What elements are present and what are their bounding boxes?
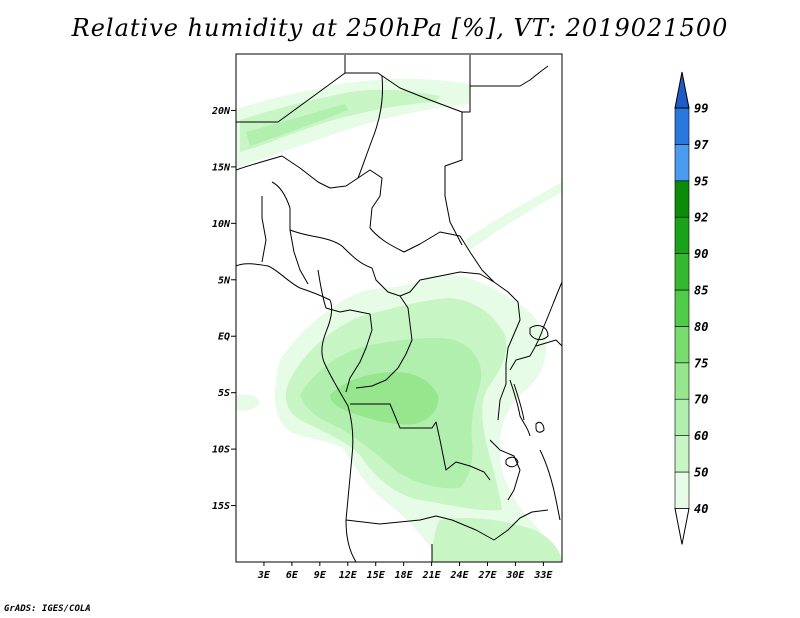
humidity-area-north-core bbox=[246, 104, 348, 146]
colorbar-label: 40 bbox=[694, 502, 708, 516]
humidity-area-south-tail bbox=[432, 518, 562, 562]
colorbar: 40 50 60 70 75 80 85 90 92 95 97 99 bbox=[674, 71, 709, 545]
colorbar-max-triangle bbox=[674, 71, 690, 109]
lat-tick-label: 15S bbox=[212, 501, 230, 512]
colorbar-label: 92 bbox=[694, 211, 708, 225]
colorbar-label: 90 bbox=[694, 247, 708, 261]
lon-tick-label: 3E bbox=[257, 570, 271, 581]
colorbar-label: 50 bbox=[694, 466, 708, 480]
colorbar-label: 60 bbox=[694, 429, 708, 443]
lat-tick-label: 10S bbox=[212, 445, 230, 456]
colorbar-segment bbox=[674, 362, 690, 400]
colorbar-segment bbox=[674, 180, 690, 218]
longitude-axis: 3E 6E 9E 12E 15E 18E 21E 24E 27E 30E 33E bbox=[257, 562, 553, 581]
humidity-area-west-patch bbox=[236, 394, 260, 411]
humidity-area-congo-core bbox=[330, 372, 439, 425]
lat-tick-label: 20N bbox=[211, 106, 231, 117]
colorbar-segment bbox=[674, 398, 690, 436]
lat-tick-label: EQ bbox=[218, 332, 230, 343]
lon-tick-label: 27E bbox=[477, 570, 497, 581]
colorbar-segment bbox=[674, 471, 690, 509]
colorbar-label: 95 bbox=[694, 174, 708, 188]
colorbar-segment bbox=[674, 326, 690, 364]
colorbar-label: 97 bbox=[694, 138, 709, 152]
lat-tick-label: 5N bbox=[218, 275, 231, 286]
colorbar-segment bbox=[674, 144, 690, 182]
colorbar-label: 75 bbox=[694, 356, 708, 370]
lon-tick-label: 18E bbox=[395, 570, 414, 581]
colorbar-label: 70 bbox=[694, 393, 708, 407]
grads-credit: GrADS: IGES/COLA bbox=[4, 604, 91, 614]
colorbar-label: 99 bbox=[694, 102, 708, 116]
lon-tick-label: 30E bbox=[505, 570, 525, 581]
lon-tick-label: 6E bbox=[286, 570, 299, 581]
colorbar-segment bbox=[674, 289, 690, 327]
lon-tick-label: 12E bbox=[339, 570, 358, 581]
lat-tick-label: 15N bbox=[212, 162, 231, 173]
lon-tick-label: 9E bbox=[314, 570, 327, 581]
map-title: Relative humidity at 250hPa [%], VT: 201… bbox=[71, 14, 729, 42]
colorbar-segment bbox=[674, 216, 690, 254]
latitude-axis: 20N 15N 10N 5N EQ 5S 10S 15S bbox=[211, 106, 236, 512]
country-borders bbox=[235, 55, 563, 563]
lon-tick-label: 15E bbox=[367, 570, 386, 581]
humidity-area-east-streak bbox=[465, 182, 562, 250]
lon-tick-label: 33E bbox=[533, 570, 553, 581]
colorbar-segment bbox=[674, 435, 690, 473]
lat-tick-label: 5S bbox=[218, 388, 230, 399]
colorbar-label: 85 bbox=[694, 284, 708, 298]
colorbar-segment bbox=[674, 107, 690, 145]
lon-tick-label: 24E bbox=[450, 570, 470, 581]
map-frame bbox=[235, 53, 563, 563]
colorbar-label: 80 bbox=[694, 320, 708, 334]
colorbar-segment bbox=[674, 253, 690, 291]
lon-tick-label: 21E bbox=[422, 570, 442, 581]
colorbar-min-triangle bbox=[674, 507, 690, 545]
humidity-fill-layer bbox=[236, 78, 562, 562]
humidity-area-north-streaks bbox=[240, 89, 440, 152]
lat-tick-label: 10N bbox=[212, 219, 231, 230]
